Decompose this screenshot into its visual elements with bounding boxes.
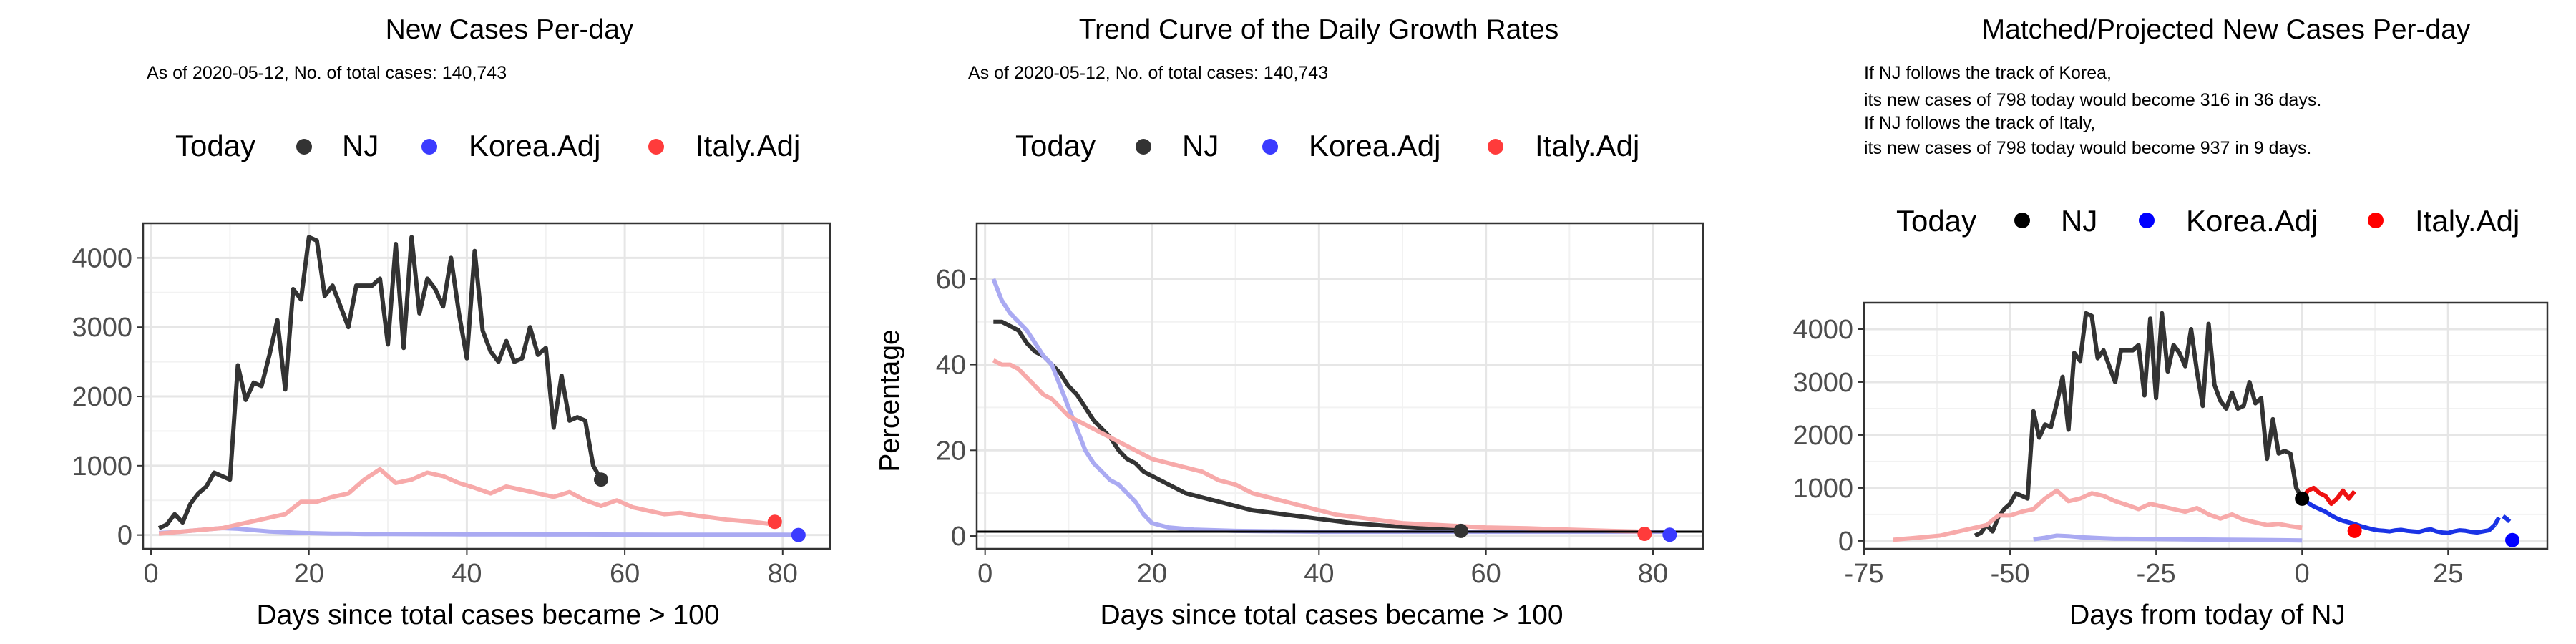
series-line (157, 235, 603, 530)
panel-title: Matched/Projected New Cases Per-day (1982, 14, 2471, 45)
today-point (767, 514, 782, 530)
x-tick-label: 20 (294, 559, 324, 589)
plot-area: -75 -50 -25 0 25 0 1000 2000 3000 4000 (1792, 301, 2549, 589)
legend-label-nj: NJ (342, 129, 379, 162)
plot-border (142, 222, 831, 550)
legend-key-nj (296, 139, 312, 155)
y-tick-label: 20 (936, 436, 966, 466)
y-tick-label: 2000 (72, 382, 132, 412)
projection-note: If NJ follows the track of Korea, (1864, 63, 2112, 83)
panel-subtitle: As of 2020-05-12, No. of total cases: 14… (968, 63, 1328, 83)
plot-area: 0 20 40 60 80 0 1000 2000 3000 4000 (72, 222, 831, 589)
legend: Today NJ Korea.Adj Italy.Adj (175, 129, 800, 162)
today-point (1453, 523, 1468, 538)
today-point (1637, 527, 1652, 542)
series-line (158, 467, 776, 536)
legend-title: Today (1015, 129, 1096, 162)
legend: Today NJ Korea.Adj Italy.Adj (1015, 129, 1639, 162)
y-tick-label: 1000 (1792, 474, 1853, 504)
legend-key-italy (648, 139, 664, 155)
legend-label-italy: Italy.Adj (696, 129, 800, 162)
x-tick-label: 40 (1304, 559, 1334, 589)
legend-label-italy: Italy.Adj (2415, 204, 2519, 238)
x-axis-label: Days since total cases became > 100 (1100, 600, 1563, 630)
x-tick-label: 60 (610, 559, 640, 589)
panel-new-cases: New Cases Per-day As of 2020-05-12, No. … (72, 14, 831, 630)
today-point (2505, 532, 2520, 547)
y-tick-label: 40 (936, 351, 966, 381)
panel-growth-rates: Trend Curve of the Daily Growth Rates As… (874, 14, 1704, 630)
projection-notes: If NJ follows the track of Korea, its ne… (1864, 63, 2321, 158)
today-point (791, 527, 806, 542)
legend-key-italy (2368, 213, 2384, 228)
panel-title: New Cases Per-day (386, 14, 634, 45)
x-tick-label: -75 (1845, 559, 1884, 589)
series-line (2033, 533, 2303, 543)
x-tick-label: 40 (452, 559, 482, 589)
x-axis-label: Days since total cases became > 100 (256, 600, 719, 630)
plot-area: 0 20 40 60 80 0 20 40 60 (936, 222, 1704, 589)
legend-key-korea (1262, 139, 1278, 155)
x-tick-label: -25 (2137, 559, 2176, 589)
legend-label-korea: Korea.Adj (2186, 204, 2318, 238)
y-tick-label: 4000 (1792, 315, 1853, 345)
legend-label-korea: Korea.Adj (469, 129, 600, 162)
projection-note: If NJ follows the track of Italy, (1864, 113, 2095, 133)
series-line (992, 358, 1645, 535)
plot-border (975, 222, 1704, 550)
legend-label-korea: Korea.Adj (1309, 129, 1440, 162)
legend-key-korea (421, 139, 437, 155)
today-point (1662, 527, 1677, 542)
series-line (1893, 488, 2303, 542)
legend-label-nj: NJ (1182, 129, 1219, 162)
series-line (2301, 497, 2497, 535)
legend: Today NJ Korea.Adj Italy.Adj (1896, 204, 2519, 238)
x-tick-label: 20 (1137, 559, 1167, 589)
x-tick-label: 80 (768, 559, 798, 589)
panel-projected-cases: Matched/Projected New Cases Per-day If N… (1792, 14, 2549, 630)
legend-title: Today (1896, 204, 1976, 238)
today-point (2347, 523, 2362, 538)
y-tick-label: 1000 (72, 452, 132, 482)
plot-border (1863, 301, 2549, 550)
legend-key-italy (1488, 139, 1503, 155)
legend-key-nj (1136, 139, 1151, 155)
y-tick-label: 60 (936, 265, 966, 295)
x-tick-label: 60 (1471, 559, 1501, 589)
x-tick-label: 80 (1638, 559, 1668, 589)
series-line (2300, 485, 2356, 507)
legend-title: Today (175, 129, 255, 162)
panel-title: Trend Curve of the Daily Growth Rates (1079, 14, 1558, 45)
x-tick-label: 0 (2295, 559, 2310, 589)
legend-label-nj: NJ (2061, 204, 2097, 238)
y-tick-label: 3000 (1792, 368, 1853, 398)
y-tick-label: 3000 (72, 313, 132, 343)
y-tick-label: 0 (117, 521, 132, 551)
legend-key-nj (2014, 213, 2030, 228)
today-point (594, 472, 608, 487)
legend-label-italy: Italy.Adj (1535, 129, 1639, 162)
x-tick-label: 0 (977, 559, 992, 589)
projection-note: its new cases of 798 today would become … (1864, 138, 2311, 158)
y-tick-label: 0 (1838, 527, 1853, 557)
today-point (2295, 491, 2310, 506)
y-tick-label: 2000 (1792, 421, 1853, 451)
series-line-dashed (2492, 511, 2514, 527)
plot-background (977, 223, 1703, 549)
panel-subtitle: As of 2020-05-12, No. of total cases: 14… (147, 63, 507, 83)
x-tick-label: 0 (143, 559, 158, 589)
projection-note: its new cases of 798 today would become … (1864, 90, 2321, 110)
x-axis-label: Days from today of NJ (2069, 600, 2346, 630)
x-tick-label: 25 (2433, 559, 2463, 589)
y-axis-label: Percentage (874, 329, 905, 472)
series-line (1974, 311, 2304, 538)
y-tick-label: 0 (951, 522, 966, 552)
y-tick-label: 4000 (72, 243, 132, 273)
x-tick-label: -50 (1991, 559, 2030, 589)
legend-key-korea (2139, 213, 2155, 228)
